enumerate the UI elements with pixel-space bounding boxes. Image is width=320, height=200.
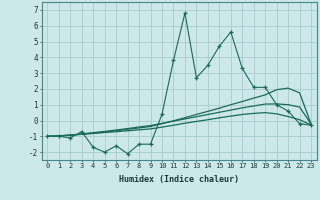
X-axis label: Humidex (Indice chaleur): Humidex (Indice chaleur)	[119, 175, 239, 184]
